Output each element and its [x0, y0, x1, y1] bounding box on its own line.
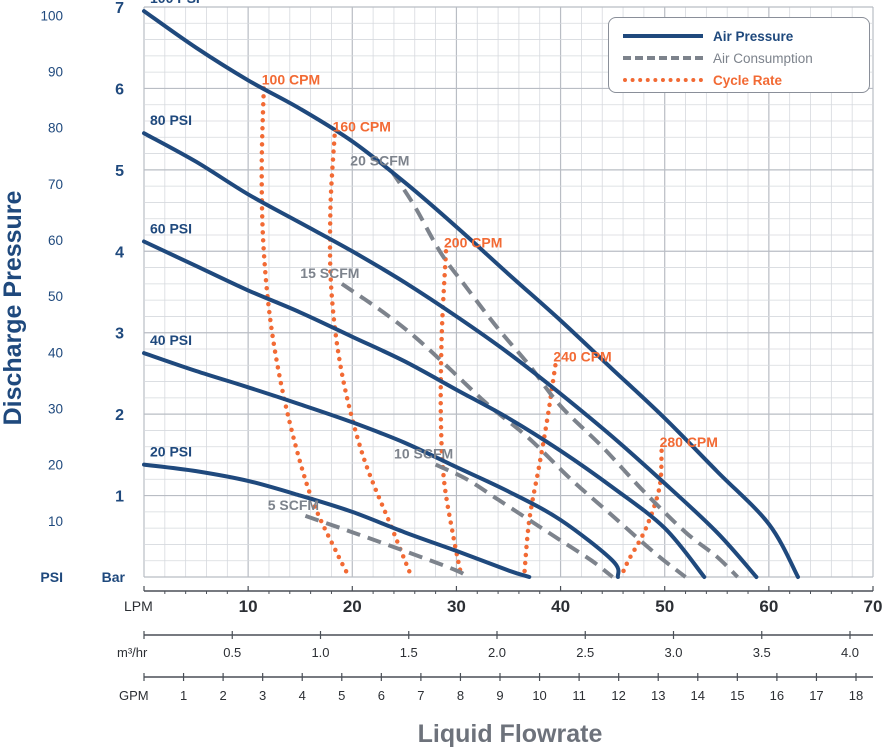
gpm-tick-label: 17 — [809, 688, 823, 703]
m3hr-tick-label: 0.5 — [223, 645, 241, 660]
gpm-tick-label: 12 — [611, 688, 625, 703]
air-pressure-label-60-psi: 60 PSI — [150, 221, 192, 237]
bar-tick-label: 4 — [115, 244, 124, 261]
bar-tick-label: 2 — [115, 407, 124, 424]
psi-tick-label: 60 — [48, 233, 63, 248]
air-consumption-line-15-scfm — [340, 282, 687, 579]
air-pressure-line-100-psi — [142, 9, 800, 579]
lpm-tick-label: 40 — [551, 597, 570, 616]
gpm-tick-label: 2 — [219, 688, 226, 703]
gpm-tick-label: 10 — [532, 688, 546, 703]
legend-item-cycle-rate: Cycle Rate — [623, 71, 782, 89]
m3hr-tick-label: 1.0 — [311, 645, 329, 660]
legend-label-air-pressure: Air Pressure — [713, 28, 794, 44]
air-pressure-line-60-psi — [142, 239, 707, 579]
psi-tick-label: 30 — [48, 402, 63, 417]
legend-label-air-consumption: Air Consumption — [713, 50, 813, 66]
lpm-tick-label: 20 — [343, 597, 362, 616]
bar-tick-label: 5 — [115, 163, 124, 180]
air-pressure-label-100-psi: 100 PSI — [150, 0, 200, 6]
gpm-tick-label: 3 — [259, 688, 266, 703]
air-consumption-line-5-scfm — [304, 514, 469, 579]
gpm-tick-label: 1 — [180, 688, 187, 703]
gpm-tick-label: 9 — [496, 688, 503, 703]
cycle-rate-line-240-cpm — [521, 363, 558, 580]
m3hr-tick-label: 1.5 — [400, 645, 418, 660]
air-pressure-line-40-psi — [142, 351, 621, 579]
cycle-rate-label-200-cpm: 200 CPM — [444, 234, 502, 250]
gpm-tick-label: 11 — [572, 688, 586, 703]
legend-swatch-dotted — [623, 78, 703, 82]
lpm-tick-label: 10 — [239, 597, 258, 616]
psi-tick-label: 90 — [48, 65, 63, 80]
legend-swatch-solid — [623, 34, 703, 38]
psi-tick-label: 40 — [48, 345, 63, 360]
gpm-tick-label: 6 — [378, 688, 385, 703]
cycle-rate-line-200-cpm — [438, 249, 464, 580]
lpm-unit-label: LPM — [124, 598, 153, 614]
air-consumption-line-20-scfm — [390, 170, 740, 579]
bar-tick-label: 1 — [115, 489, 124, 506]
psi-tick-label: 100 — [40, 8, 63, 23]
y-axes: 10 20 30 40 50 60 70 80 90 100 1 2 3 4 5 6 7 PSI Bar — [40, 0, 125, 585]
air-pressure-line-20-psi — [142, 462, 532, 579]
bar-tick-label: 7 — [115, 0, 124, 17]
air-consumption-label-15-scfm: 15 SCFM — [300, 265, 359, 281]
air-consumption-line-10-scfm — [434, 462, 614, 579]
gpm-tick-label: 5 — [338, 688, 345, 703]
m3hr-tick-label: 3.5 — [753, 645, 771, 660]
legend-label-cycle-rate: Cycle Rate — [713, 72, 783, 88]
legend-item-air-pressure: Air Pressure — [623, 27, 793, 45]
bar-tick-label: 6 — [115, 81, 124, 98]
m3hr-tick-label: 3.0 — [664, 645, 682, 660]
psi-tick-label: 50 — [48, 289, 63, 304]
m3hr-tick-label: 2.5 — [576, 645, 594, 660]
gpm-tick-label: 7 — [417, 688, 424, 703]
psi-tick-label: 70 — [48, 177, 63, 192]
cycle-rate-label-280-cpm: 280 CPM — [660, 434, 718, 450]
gpm-tick-label: 14 — [691, 688, 705, 703]
bar-unit-label: Bar — [102, 569, 126, 585]
m3hr-tick-label: 4.0 — [841, 645, 859, 660]
bar-tick-label: 3 — [115, 326, 124, 343]
gpm-tick-label: 15 — [730, 688, 744, 703]
x-axis-title: Liquid Flowrate — [418, 720, 603, 748]
psi-tick-label: 80 — [48, 121, 63, 136]
y-axis-title: Discharge Pressure — [0, 190, 27, 425]
m3hr-tick-label: 2.0 — [488, 645, 506, 660]
x-axes: LPM 10 20 30 40 50 60 70 m³/hr 0.5 1.0 1.5 2.0 2.5 3.0… — [117, 586, 882, 703]
legend-item-air-consumption: Air Consumption — [623, 49, 813, 67]
gpm-tick-label: 8 — [457, 688, 464, 703]
air-pressure-line-80-psi — [142, 131, 759, 579]
gpm-unit-label: GPM — [119, 688, 149, 703]
m3hr-unit-label: m³/hr — [117, 645, 148, 660]
cycle-rate-line-280-cpm — [618, 448, 664, 580]
air-pressure-label-40-psi: 40 PSI — [150, 332, 192, 348]
psi-tick-label: 10 — [48, 514, 63, 529]
gpm-tick-label: 18 — [849, 688, 863, 703]
gpm-tick-label: 16 — [770, 688, 784, 703]
cycle-rate-label-240-cpm: 240 CPM — [553, 348, 611, 364]
lpm-tick-label: 60 — [759, 597, 778, 616]
psi-unit-label: PSI — [40, 569, 63, 585]
psi-tick-label: 20 — [48, 458, 63, 473]
air-pressure-label-20-psi: 20 PSI — [150, 444, 192, 460]
series-labels: 100 PSI 80 PSI 60 PSI 40 PSI 20 PSI 5 SCFM 10 … — [150, 0, 718, 513]
gpm-tick-label: 13 — [651, 688, 665, 703]
lpm-tick-label: 30 — [447, 597, 466, 616]
cycle-rate-label-160-cpm: 160 CPM — [333, 119, 391, 135]
chart-legend: Air Pressure Air Consumption Cycle Rate — [608, 17, 870, 93]
air-consumption-label-20-scfm: 20 SCFM — [350, 152, 409, 168]
lpm-tick-label: 50 — [655, 597, 674, 616]
air-consumption-label-10-scfm: 10 SCFM — [394, 446, 453, 462]
gpm-tick-label: 4 — [299, 688, 306, 703]
legend-swatch-dashed — [623, 56, 703, 60]
air-pressure-label-80-psi: 80 PSI — [150, 112, 192, 128]
cycle-rate-line-160-cpm — [327, 133, 414, 580]
cycle-rate-label-100-cpm: 100 CPM — [262, 71, 320, 87]
chart-series — [142, 9, 800, 580]
lpm-tick-label: 70 — [864, 597, 883, 616]
air-consumption-label-5-scfm: 5 SCFM — [268, 497, 319, 513]
